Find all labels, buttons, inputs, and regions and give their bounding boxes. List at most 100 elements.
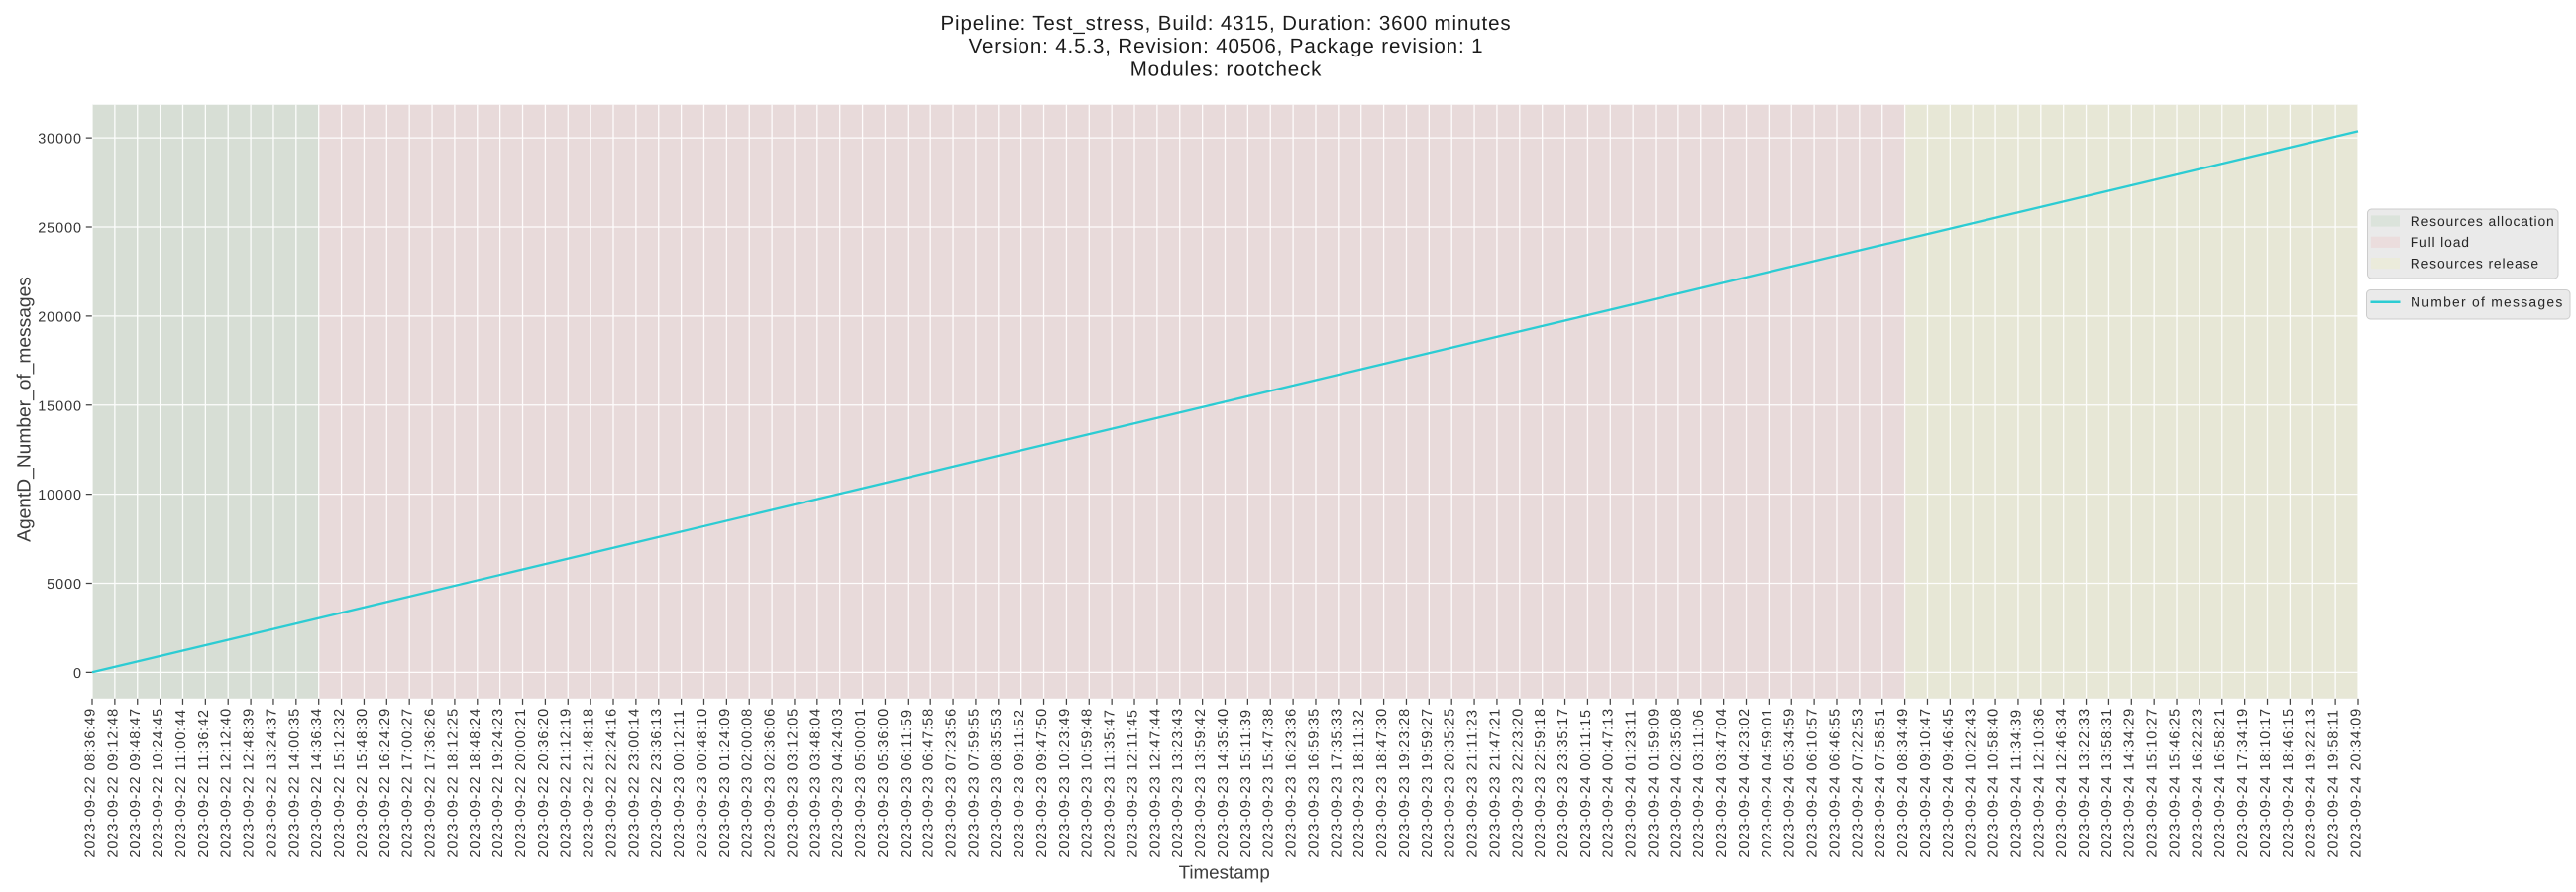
svg-text:2023-09-24 14:34:29: 2023-09-24 14:34:29 <box>2122 708 2138 858</box>
svg-text:2023-09-24 00:47:13: 2023-09-24 00:47:13 <box>1601 708 1617 858</box>
svg-text:2023-09-22 16:24:29: 2023-09-22 16:24:29 <box>377 708 393 858</box>
svg-text:2023-09-23 09:11:52: 2023-09-23 09:11:52 <box>1012 709 1027 858</box>
svg-text:2023-09-23 16:23:36: 2023-09-23 16:23:36 <box>1284 708 1300 858</box>
svg-text:2023-09-23 13:23:43: 2023-09-23 13:23:43 <box>1170 708 1186 858</box>
svg-text:2023-09-23 21:11:23: 2023-09-23 21:11:23 <box>1465 709 1481 858</box>
svg-text:2023-09-23 18:11:32: 2023-09-23 18:11:32 <box>1351 709 1367 858</box>
svg-text:2023-09-22 20:00:21: 2023-09-22 20:00:21 <box>513 708 529 858</box>
svg-text:2023-09-24 19:58:11: 2023-09-24 19:58:11 <box>2326 709 2342 858</box>
svg-text:2023-09-23 10:59:48: 2023-09-23 10:59:48 <box>1080 708 1096 858</box>
svg-text:2023-09-24 10:58:40: 2023-09-24 10:58:40 <box>1986 708 2002 858</box>
svg-text:2023-09-24 00:11:15: 2023-09-24 00:11:15 <box>1578 709 1594 858</box>
svg-text:2023-09-23 23:35:17: 2023-09-23 23:35:17 <box>1556 708 1571 858</box>
svg-text:2023-09-24 03:11:06: 2023-09-24 03:11:06 <box>1691 709 1707 858</box>
svg-text:2023-09-23 07:59:55: 2023-09-23 07:59:55 <box>966 708 982 858</box>
svg-text:2023-09-23 10:23:49: 2023-09-23 10:23:49 <box>1057 708 1073 858</box>
svg-text:2023-09-23 18:47:30: 2023-09-23 18:47:30 <box>1374 708 1390 858</box>
svg-text:2023-09-22 14:36:34: 2023-09-22 14:36:34 <box>309 708 325 858</box>
svg-text:2023-09-23 00:48:10: 2023-09-23 00:48:10 <box>695 708 710 858</box>
svg-text:2023-09-24 19:22:13: 2023-09-24 19:22:13 <box>2304 708 2319 858</box>
svg-text:2023-09-22 23:36:13: 2023-09-22 23:36:13 <box>649 708 665 858</box>
svg-text:2023-09-22 22:24:16: 2023-09-22 22:24:16 <box>603 708 619 858</box>
svg-text:2023-09-24 09:10:47: 2023-09-24 09:10:47 <box>1918 708 1934 858</box>
svg-text:2023-09-23 14:35:40: 2023-09-23 14:35:40 <box>1216 708 1232 858</box>
svg-text:AgentD_Number_of_messages: AgentD_Number_of_messages <box>15 277 36 542</box>
svg-text:2023-09-24 06:10:57: 2023-09-24 06:10:57 <box>1805 708 1821 858</box>
svg-text:2023-09-23 00:12:11: 2023-09-23 00:12:11 <box>672 709 688 858</box>
svg-text:2023-09-23 02:36:06: 2023-09-23 02:36:06 <box>763 708 779 858</box>
svg-text:2023-09-22 23:00:14: 2023-09-22 23:00:14 <box>626 708 642 858</box>
svg-text:2023-09-24 18:10:17: 2023-09-24 18:10:17 <box>2258 708 2274 858</box>
svg-text:2023-09-22 19:24:23: 2023-09-22 19:24:23 <box>490 708 506 858</box>
svg-text:2023-09-23 20:35:25: 2023-09-23 20:35:25 <box>1443 708 1458 858</box>
svg-text:2023-09-23 11:35:47: 2023-09-23 11:35:47 <box>1103 709 1119 858</box>
svg-text:Number of messages: Number of messages <box>2411 294 2564 310</box>
svg-text:2023-09-23 21:47:21: 2023-09-23 21:47:21 <box>1487 708 1503 858</box>
svg-text:2023-09-23 09:47:50: 2023-09-23 09:47:50 <box>1034 708 1050 858</box>
svg-text:2023-09-24 01:23:11: 2023-09-24 01:23:11 <box>1624 709 1640 858</box>
svg-text:2023-09-22 18:12:25: 2023-09-22 18:12:25 <box>445 708 461 858</box>
svg-text:2023-09-22 21:48:18: 2023-09-22 21:48:18 <box>582 708 597 858</box>
svg-text:15000: 15000 <box>38 398 82 414</box>
svg-text:2023-09-23 22:23:20: 2023-09-23 22:23:20 <box>1510 708 1526 858</box>
svg-text:2023-09-24 01:59:09: 2023-09-24 01:59:09 <box>1646 708 1662 858</box>
svg-text:2023-09-22 12:12:40: 2023-09-22 12:12:40 <box>219 708 235 858</box>
svg-text:2023-09-24 03:47:04: 2023-09-24 03:47:04 <box>1714 708 1730 858</box>
svg-text:2023-09-23 05:00:01: 2023-09-23 05:00:01 <box>853 708 869 858</box>
svg-text:2023-09-24 09:46:45: 2023-09-24 09:46:45 <box>1941 708 1957 858</box>
svg-text:2023-09-23 05:36:00: 2023-09-23 05:36:00 <box>876 708 892 858</box>
svg-text:2023-09-24 04:23:02: 2023-09-24 04:23:02 <box>1737 708 1753 858</box>
svg-text:Modules: rootcheck: Modules: rootcheck <box>1130 58 1323 81</box>
svg-text:2023-09-24 15:10:27: 2023-09-24 15:10:27 <box>2145 708 2161 858</box>
svg-text:2023-09-24 13:22:33: 2023-09-24 13:22:33 <box>2077 708 2093 858</box>
svg-text:2023-09-24 16:22:23: 2023-09-24 16:22:23 <box>2190 708 2205 858</box>
svg-text:2023-09-23 19:23:28: 2023-09-23 19:23:28 <box>1397 708 1413 858</box>
svg-text:Pipeline: Test_stress, Build:: Pipeline: Test_stress, Build: 4315, Dura… <box>941 12 1512 35</box>
svg-text:2023-09-22 08:36:49: 2023-09-22 08:36:49 <box>82 708 98 858</box>
svg-text:Resources allocation: Resources allocation <box>2411 213 2555 229</box>
svg-text:2023-09-24 17:34:19: 2023-09-24 17:34:19 <box>2235 708 2251 858</box>
svg-text:2023-09-22 15:12:32: 2023-09-22 15:12:32 <box>332 708 348 858</box>
svg-text:30000: 30000 <box>38 132 82 148</box>
svg-text:2023-09-24 16:58:21: 2023-09-24 16:58:21 <box>2212 708 2228 858</box>
svg-text:2023-09-22 17:36:26: 2023-09-22 17:36:26 <box>423 708 439 858</box>
svg-text:2023-09-24 06:46:55: 2023-09-24 06:46:55 <box>1827 708 1843 858</box>
svg-text:2023-09-23 19:59:27: 2023-09-23 19:59:27 <box>1420 708 1436 858</box>
svg-text:2023-09-24 12:46:34: 2023-09-24 12:46:34 <box>2054 708 2070 858</box>
svg-text:2023-09-24 10:22:43: 2023-09-24 10:22:43 <box>1964 708 1980 858</box>
svg-text:2023-09-24 20:34:09: 2023-09-24 20:34:09 <box>2348 708 2364 858</box>
svg-text:Full load: Full load <box>2411 234 2470 250</box>
svg-text:2023-09-23 22:59:18: 2023-09-23 22:59:18 <box>1533 708 1549 858</box>
svg-text:20000: 20000 <box>38 309 82 325</box>
svg-text:2023-09-22 13:24:37: 2023-09-22 13:24:37 <box>264 708 279 858</box>
svg-text:2023-09-23 03:12:05: 2023-09-23 03:12:05 <box>785 708 801 858</box>
svg-text:2023-09-22 09:48:47: 2023-09-22 09:48:47 <box>128 708 144 858</box>
svg-text:2023-09-24 08:34:49: 2023-09-24 08:34:49 <box>1895 708 1911 858</box>
svg-text:Timestamp: Timestamp <box>1179 861 1270 882</box>
svg-text:2023-09-24 13:58:31: 2023-09-24 13:58:31 <box>2099 708 2115 858</box>
svg-text:2023-09-22 14:00:35: 2023-09-22 14:00:35 <box>286 708 302 858</box>
svg-text:0: 0 <box>73 666 82 682</box>
svg-text:2023-09-24 02:35:08: 2023-09-24 02:35:08 <box>1668 708 1684 858</box>
svg-text:2023-09-22 12:48:39: 2023-09-22 12:48:39 <box>242 708 258 858</box>
svg-text:2023-09-22 20:36:20: 2023-09-22 20:36:20 <box>536 708 552 858</box>
svg-text:2023-09-23 03:48:04: 2023-09-23 03:48:04 <box>807 708 823 858</box>
svg-text:2023-09-24 07:58:51: 2023-09-24 07:58:51 <box>1873 708 1888 858</box>
svg-text:2023-09-23 12:47:44: 2023-09-23 12:47:44 <box>1147 708 1163 858</box>
svg-text:2023-09-24 11:34:39: 2023-09-24 11:34:39 <box>2008 709 2024 858</box>
svg-text:2023-09-23 06:11:59: 2023-09-23 06:11:59 <box>899 709 914 858</box>
svg-text:2023-09-24 18:46:15: 2023-09-24 18:46:15 <box>2281 708 2297 858</box>
svg-text:2023-09-23 01:24:09: 2023-09-23 01:24:09 <box>717 708 733 858</box>
svg-text:2023-09-22 11:36:42: 2023-09-22 11:36:42 <box>196 709 212 858</box>
svg-text:2023-09-23 12:11:45: 2023-09-23 12:11:45 <box>1125 709 1140 858</box>
svg-text:2023-09-23 17:35:33: 2023-09-23 17:35:33 <box>1329 708 1344 858</box>
svg-text:Resources release: Resources release <box>2411 256 2539 272</box>
svg-text:5000: 5000 <box>47 577 82 593</box>
svg-text:2023-09-24 04:59:01: 2023-09-24 04:59:01 <box>1760 708 1775 858</box>
svg-text:2023-09-23 15:47:38: 2023-09-23 15:47:38 <box>1261 708 1277 858</box>
svg-text:2023-09-22 15:48:30: 2023-09-22 15:48:30 <box>355 708 371 858</box>
svg-text:2023-09-22 09:12:48: 2023-09-22 09:12:48 <box>105 708 121 858</box>
svg-text:2023-09-22 21:12:19: 2023-09-22 21:12:19 <box>559 708 575 858</box>
svg-text:25000: 25000 <box>38 221 82 237</box>
svg-text:2023-09-24 05:34:59: 2023-09-24 05:34:59 <box>1782 708 1798 858</box>
